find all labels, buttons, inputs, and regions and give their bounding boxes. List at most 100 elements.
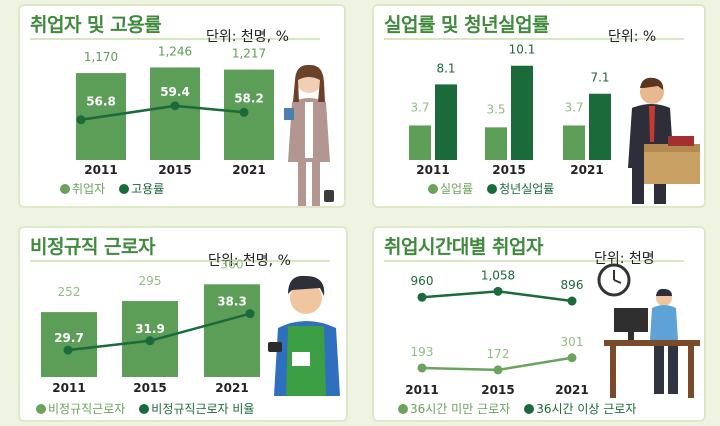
- legend-swatch: [487, 183, 498, 194]
- legend-item-over-36h: 36시간 이상 근로자: [524, 400, 636, 417]
- line-point: [493, 365, 503, 375]
- legend-label: 고용률: [131, 182, 165, 196]
- store-worker-illustration: [268, 275, 340, 396]
- bar-value-label: 10.1: [509, 43, 536, 57]
- bar-value-label: 3.7: [564, 100, 583, 114]
- bar: [435, 84, 457, 160]
- bar: [41, 312, 97, 377]
- x-tick-label: 2015: [492, 163, 525, 177]
- line-value-label: 1,058: [481, 268, 515, 282]
- title-underline: [30, 38, 320, 40]
- legend-label: 취업자: [72, 182, 106, 196]
- bar-value-label: 1,170: [84, 50, 118, 64]
- line-point: [76, 115, 86, 125]
- legend: 비정규직근로자 비정규직근로자 비율: [36, 400, 254, 417]
- legend-label: 36시간 미만 근로자: [410, 402, 511, 416]
- legend-item-rate: 고용률: [119, 180, 164, 197]
- legend-swatch: [524, 403, 535, 414]
- line-value-label: 38.3: [217, 295, 247, 309]
- line-point: [239, 107, 249, 117]
- legend-swatch: [139, 403, 150, 414]
- legend-item-employed: 취업자: [60, 180, 105, 197]
- legend-swatch: [119, 183, 130, 194]
- x-tick-label: 2011: [52, 381, 85, 395]
- nonregular-chart: 252 2011 295 2015 360 2021 29.7 31.9 38.3: [41, 257, 260, 395]
- businessman-box-illustration: [628, 77, 700, 204]
- x-tick-label: 2011: [405, 383, 438, 397]
- bar: [409, 125, 431, 160]
- line-value-label: 172: [487, 347, 510, 361]
- x-tick-label: 2015: [481, 383, 514, 397]
- legend-label: 비정규직근로자 비율: [151, 402, 255, 416]
- legend-label: 36시간 이상 근로자: [536, 402, 637, 416]
- line-value-label: 896: [561, 278, 584, 292]
- legend-label: 청년실업률: [499, 182, 555, 196]
- unit-label: 단위: %: [608, 29, 657, 45]
- employment-chart: 1,170 2011 1,246 2015 1,217 2021 56.8 59.4 58.2: [76, 44, 274, 177]
- title-underline: [384, 260, 684, 262]
- line-point: [63, 345, 73, 355]
- bar: [224, 69, 274, 160]
- legend-item-unemployment: 실업률: [428, 180, 473, 197]
- line-value-label: 59.4: [160, 85, 190, 99]
- bar-value-label: 1,246: [158, 44, 192, 58]
- legend-item-nonregular-ratio: 비정규직근로자 비율: [139, 400, 254, 417]
- bar-value-label: 3.7: [410, 100, 429, 114]
- x-tick-label: 2021: [232, 163, 265, 177]
- title-underline: [30, 260, 330, 262]
- x-tick-label: 2021: [555, 383, 588, 397]
- legend-swatch: [398, 403, 408, 414]
- legend-label: 실업률: [440, 182, 474, 196]
- bar-value-label: 7.1: [590, 71, 609, 85]
- unit-label: 단위: 천명, %: [208, 253, 291, 269]
- line-point: [245, 309, 255, 319]
- bar-value-label: 1,217: [232, 47, 266, 61]
- unit-label: 단위: 천명: [594, 251, 655, 267]
- x-tick-label: 2021: [570, 163, 603, 177]
- line-point: [145, 336, 155, 346]
- legend-swatch: [428, 183, 438, 194]
- bar: [563, 125, 585, 160]
- legend-swatch: [60, 183, 70, 194]
- x-tick-label: 2011: [84, 163, 117, 177]
- legend-swatch: [36, 403, 46, 414]
- line-value-label: 193: [411, 345, 434, 359]
- title-underline: [384, 38, 684, 40]
- employment-panel: 취업자 및 고용률 단위: 천명, % 1,170 2011 1,246 2015 1,…: [18, 4, 346, 208]
- bar: [204, 284, 260, 377]
- panel-title: 실업률 및 청년실업률: [384, 14, 550, 36]
- unemployment-chart: 3.7 8.1 2011 3.5 10.1 2015 3.7 7.1 2021: [409, 43, 611, 177]
- working-hours-chart: 960 1,058 896 193 172 301 2011 2015 2021: [405, 268, 588, 397]
- legend-item-under-36h: 36시간 미만 근로자: [398, 400, 510, 417]
- line-value-label: 56.8: [86, 95, 116, 109]
- bar-value-label: 252: [58, 285, 81, 299]
- legend-item-youth-unemployment: 청년실업률: [487, 180, 554, 197]
- line-point: [493, 286, 503, 296]
- panel-title: 취업시간대별 취업자: [384, 236, 543, 258]
- legend: 실업률 청년실업률: [428, 180, 554, 197]
- legend: 36시간 미만 근로자 36시간 이상 근로자: [398, 400, 636, 417]
- bar-value-label: 8.1: [436, 61, 455, 75]
- line-value-label: 29.7: [54, 331, 84, 345]
- nonregular-panel: 비정규직 근로자 단위: 천명, % 252 2011 295 2015 360 2021…: [18, 226, 348, 422]
- bar: [485, 127, 507, 160]
- line-value-label: 960: [411, 274, 434, 288]
- line-value-label: 58.2: [234, 91, 264, 105]
- x-tick-label: 2015: [158, 163, 191, 177]
- x-tick-label: 2021: [215, 381, 248, 395]
- legend: 취업자 고용률: [60, 180, 164, 197]
- bar-value-label: 295: [139, 274, 162, 288]
- line-point: [170, 101, 180, 111]
- legend-item-nonregular: 비정규직근로자: [36, 400, 125, 417]
- working-hours-panel: 취업시간대별 취업자 단위: 천명 960 1,058 896 193 172 301 20…: [372, 226, 706, 422]
- line-point: [567, 296, 577, 306]
- line-point: [417, 292, 427, 302]
- line-value-label: 31.9: [135, 322, 165, 336]
- bar: [511, 65, 533, 160]
- line-value-label: 301: [561, 335, 584, 349]
- x-tick-label: 2011: [416, 163, 449, 177]
- clock-icon: [597, 263, 631, 297]
- bar-value-label: 3.5: [486, 102, 505, 116]
- desk-worker-illustration: [604, 288, 700, 398]
- panel-title: 취업자 및 고용률: [30, 14, 162, 36]
